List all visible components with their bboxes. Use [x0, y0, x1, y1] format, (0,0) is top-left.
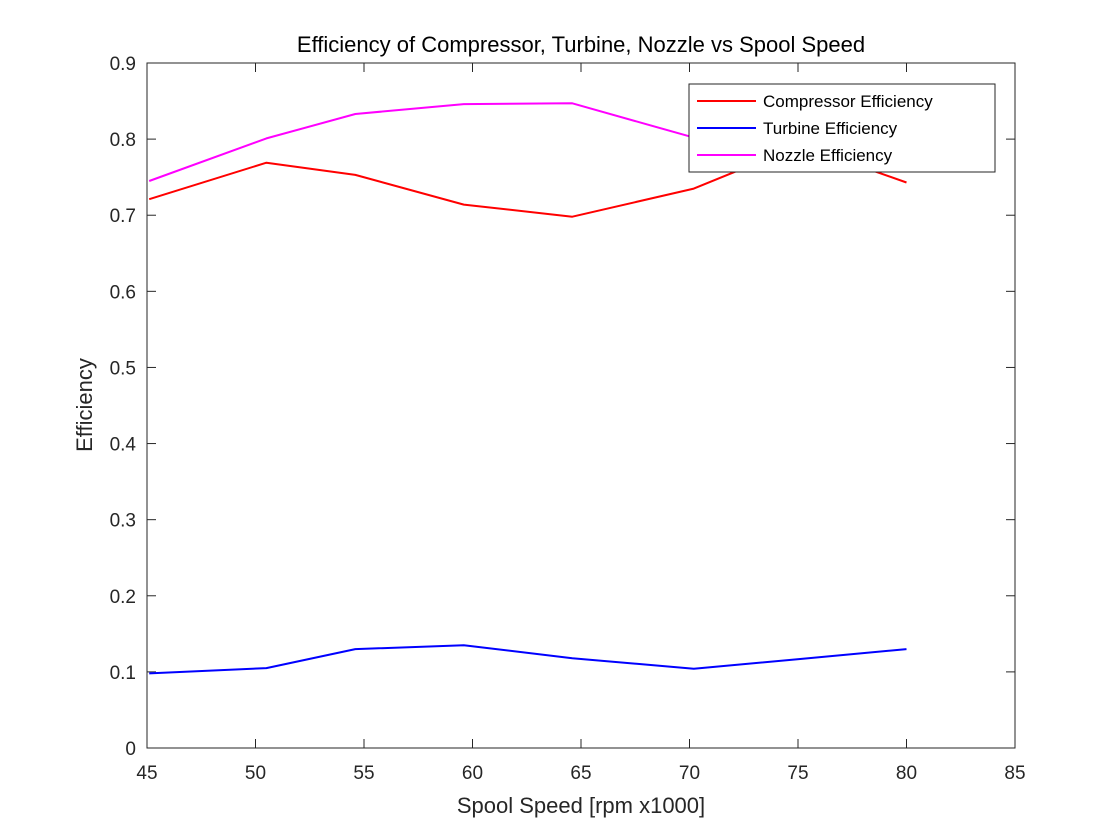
x-tick-label: 70: [679, 763, 700, 784]
legend-label: Compressor Efficiency: [763, 92, 933, 111]
x-tick-label: 80: [896, 763, 917, 784]
y-tick-label: 0.6: [110, 282, 136, 303]
x-tick-label: 65: [570, 763, 591, 784]
axis-ticks: 45 50 55 60 65 70 75 80 85 0 0.1 0.2 0.3 0.4 0.5 0.6 0.7…: [110, 54, 1026, 784]
plot-area-background: [147, 63, 1015, 748]
x-tick-label: 60: [462, 763, 483, 784]
y-tick-label: 0.5: [110, 358, 136, 379]
y-tick-label: 0.2: [110, 587, 136, 608]
legend-label: Turbine Efficiency: [763, 119, 898, 138]
y-tick-label: 0.9: [110, 54, 136, 75]
chart-title: Efficiency of Compressor, Turbine, Nozzl…: [297, 32, 865, 57]
y-axis-title: Efficiency: [72, 358, 97, 452]
plot-area-border: [146, 62, 1016, 749]
x-axis-title: Spool Speed [rpm x1000]: [457, 793, 705, 818]
series-line-turbine-efficiency: [149, 644, 907, 675]
y-tick-label: 0.7: [110, 206, 136, 227]
y-tick-label: 0: [125, 739, 136, 760]
legend-label: Nozzle Efficiency: [763, 146, 893, 165]
x-tick-label: 85: [1004, 763, 1025, 784]
y-tick-label: 0.4: [110, 435, 137, 456]
x-tick-label: 55: [353, 763, 374, 784]
x-tick-label: 75: [787, 763, 808, 784]
x-tick-label: 50: [245, 763, 266, 784]
y-tick-label: 0.1: [110, 663, 136, 684]
x-tick-label: 45: [136, 763, 157, 784]
y-tick-label: 0.8: [110, 130, 136, 151]
y-tick-label: 0.3: [110, 511, 136, 532]
legend: Compressor Efficiency Turbine Efficiency N…: [688, 83, 996, 173]
